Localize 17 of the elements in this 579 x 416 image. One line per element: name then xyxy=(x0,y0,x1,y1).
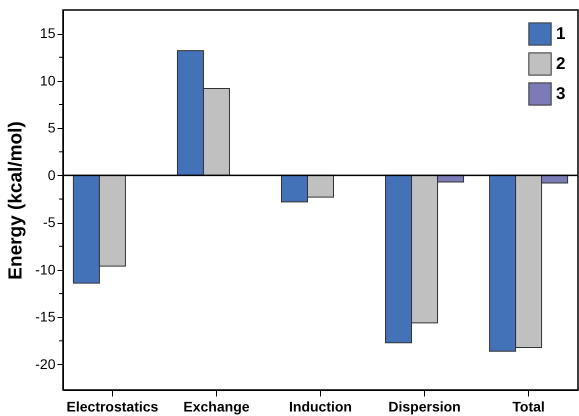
y-tick-label: -15 xyxy=(35,308,56,325)
x-tick-label: Induction xyxy=(289,398,352,414)
y-tick-label: -5 xyxy=(43,214,56,230)
x-tick-label: Total xyxy=(512,398,545,414)
y-tick-label: -20 xyxy=(35,356,56,372)
x-tick-label: Exchange xyxy=(183,398,250,414)
y-axis-title: Energy (kcal/mol) xyxy=(5,121,26,280)
y-tick-label: -10 xyxy=(35,261,56,278)
y-tick-label: 0 xyxy=(48,166,56,183)
x-tick-label: Electrostatics xyxy=(66,398,159,414)
legend-label: 2 xyxy=(556,54,566,73)
y-tick-label: 15 xyxy=(40,25,56,42)
legend-label: 3 xyxy=(556,84,566,103)
y-tick-label: 10 xyxy=(40,72,56,88)
x-tick-label: Dispersion xyxy=(388,398,461,414)
y-tick-label: 5 xyxy=(48,120,56,136)
legend-label: 1 xyxy=(556,24,566,43)
